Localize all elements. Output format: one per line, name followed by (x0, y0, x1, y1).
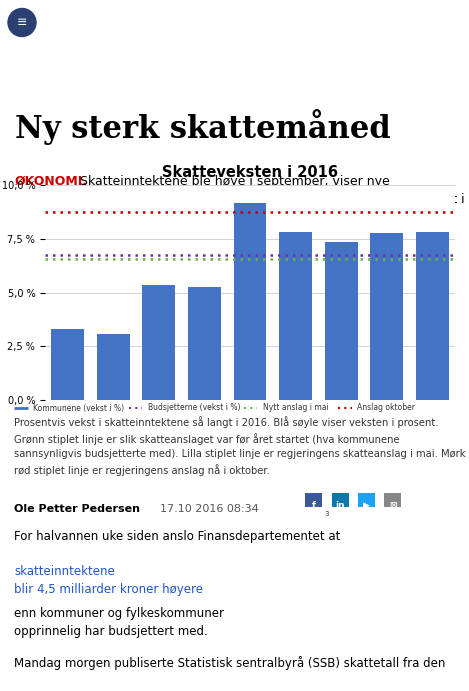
Text: ØKONOMI.: ØKONOMI. (15, 175, 88, 188)
Text: ≡: ≡ (17, 16, 27, 29)
Text: Skatteinntektene ble høye i september, viser nye
tall. Regjeringens anslag i sta: Skatteinntektene ble høye i september, v… (76, 175, 465, 223)
Text: ⊠: ⊠ (389, 501, 397, 510)
Text: 3: 3 (325, 511, 329, 517)
Text: Kommunal: Kommunal (46, 12, 171, 32)
Bar (234, 203, 266, 400)
Text: in: in (335, 501, 345, 510)
Text: Budsjetterne (vekst i %): Budsjetterne (vekst i %) (148, 404, 240, 413)
Text: Ole Petter Pedersen: Ole Petter Pedersen (14, 504, 140, 514)
Text: Prosentvis vekst i skatteinntektene så langt i 2016. Blå søyle viser veksten i p: Prosentvis vekst i skatteinntektene så l… (14, 416, 466, 475)
Bar (279, 232, 312, 400)
Text: 17.10 2016 08:34: 17.10 2016 08:34 (160, 504, 258, 514)
Bar (370, 234, 403, 400)
Circle shape (8, 8, 36, 37)
Text: For halvannen uke siden anslo Finansdepartementet at: For halvannen uke siden anslo Finansdepa… (14, 530, 344, 543)
Text: Nytt anslag i mai: Nytt anslag i mai (263, 404, 328, 413)
Text: Kommunene (vekst i %): Kommunene (vekst i %) (33, 404, 124, 413)
Text: skatteinntektene
blir 4,5 milliarder kroner høyere: skatteinntektene blir 4,5 milliarder kro… (14, 565, 203, 596)
Bar (416, 232, 449, 400)
Title: Skatteveksten i 2016: Skatteveksten i 2016 (162, 164, 338, 180)
Text: f: f (312, 501, 316, 510)
Text: enn kommuner og fylkeskommuner
opprinnelig har budsjettert med.: enn kommuner og fylkeskommuner opprinnel… (14, 607, 224, 638)
Text: Ny sterk skattemåned: Ny sterk skattemåned (15, 109, 391, 145)
Text: Anslag oktober: Anslag oktober (357, 404, 415, 413)
FancyBboxPatch shape (358, 493, 375, 507)
Bar (188, 287, 221, 400)
Text: Rapport: Rapport (166, 12, 249, 32)
Bar (97, 334, 130, 400)
FancyBboxPatch shape (332, 493, 349, 507)
Text: ▶: ▶ (363, 501, 370, 510)
FancyBboxPatch shape (305, 493, 322, 507)
FancyBboxPatch shape (385, 493, 401, 507)
Bar (52, 329, 84, 400)
Bar (143, 285, 175, 400)
Bar (325, 242, 357, 400)
Text: Mandag morgen publiserte Statistisk sentralbyrå (SSB) skattetall fra den: Mandag morgen publiserte Statistisk sent… (14, 656, 446, 670)
